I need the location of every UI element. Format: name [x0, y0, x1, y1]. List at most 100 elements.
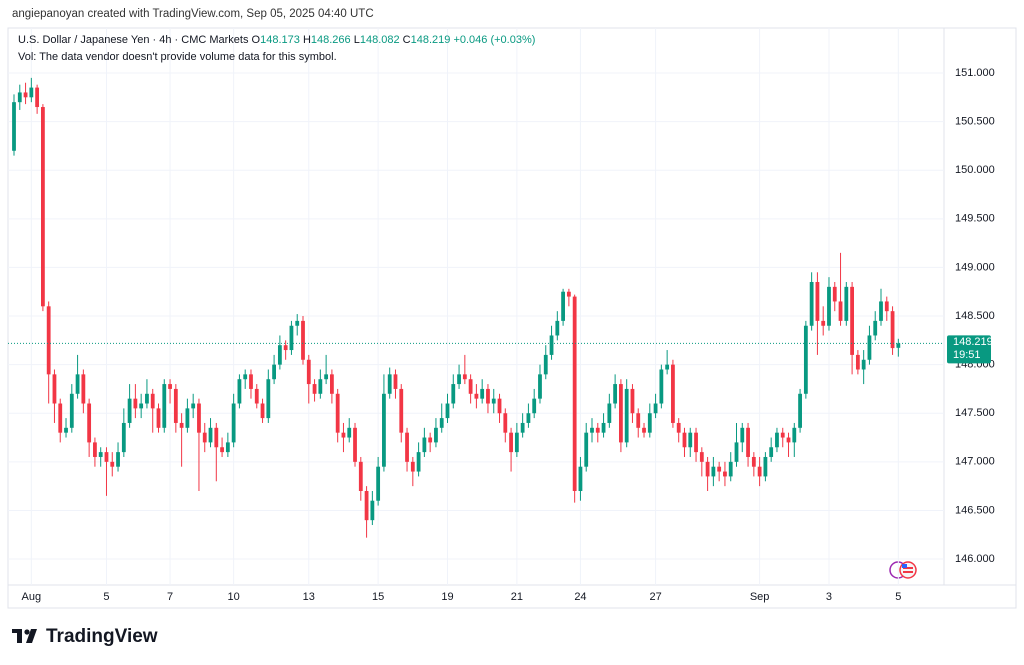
y-tick-label: 148.000 — [955, 359, 995, 371]
candle-body — [277, 345, 282, 365]
logo — [12, 629, 37, 643]
candle-body — [763, 456, 768, 477]
candle-body — [526, 413, 531, 423]
candle-body — [728, 461, 733, 477]
candle-body — [301, 320, 305, 360]
candle-body — [416, 452, 421, 472]
candle-body — [58, 403, 63, 433]
candle-body — [827, 286, 831, 326]
x-tick-label: 10 — [228, 591, 240, 603]
candle-body — [647, 413, 652, 433]
candle-body — [607, 403, 612, 423]
candle-body — [81, 374, 86, 404]
candle-body — [757, 466, 762, 477]
candle-body — [75, 374, 80, 394]
candle-body — [705, 461, 710, 477]
frame — [7, 27, 1017, 609]
candle-body — [699, 452, 704, 462]
candle-body — [272, 364, 276, 380]
candle-body — [671, 364, 675, 423]
candle-body — [376, 466, 381, 501]
candle-body — [601, 422, 606, 433]
candle-body — [341, 432, 346, 438]
candle-body — [474, 393, 479, 399]
candle-body — [717, 466, 722, 472]
candle-body — [792, 427, 797, 443]
candle-body — [803, 325, 808, 394]
x-tick-label: Aug — [22, 591, 42, 603]
candle-body — [491, 398, 496, 404]
candle-body — [266, 379, 271, 419]
y-tick-label: 149.000 — [955, 261, 995, 273]
candle-body — [809, 282, 814, 326]
candle-body — [422, 437, 427, 453]
candle-body — [156, 408, 161, 428]
candle-body — [815, 282, 820, 321]
candle-body — [879, 301, 883, 321]
brand: TradingView — [46, 626, 158, 647]
candle-body — [590, 427, 594, 433]
candle-body — [457, 374, 461, 385]
c-label: C — [402, 34, 411, 46]
candle-body — [850, 286, 854, 355]
candle-body — [514, 432, 519, 453]
y-tick-label: 147.000 — [955, 456, 995, 468]
candle-body — [630, 388, 635, 414]
candle-body — [480, 388, 485, 399]
candle-body — [98, 452, 103, 457]
candle-body — [595, 427, 600, 433]
candle-body — [642, 427, 646, 433]
candle-body — [462, 374, 467, 380]
y-tick-label: 146.000 — [955, 553, 995, 565]
candle-body — [665, 364, 670, 370]
candle-body — [786, 437, 791, 443]
candle-body — [35, 87, 40, 108]
y-tick-label: 150.500 — [955, 116, 995, 128]
candle-body — [497, 398, 502, 414]
candle-body — [254, 388, 259, 404]
candle-body — [555, 320, 560, 336]
candle-body — [168, 384, 172, 389]
candle-body — [64, 427, 68, 433]
candle-body — [624, 388, 629, 443]
candle-body — [370, 500, 375, 521]
h-value: 148.266 — [310, 34, 351, 46]
candle-body — [358, 461, 363, 492]
candle-body — [225, 442, 230, 453]
vol-note: Vol: The data vendor doesn't provide vol… — [18, 51, 337, 63]
candle-body — [150, 393, 155, 409]
candle-body — [445, 403, 450, 419]
candle-body — [243, 374, 248, 380]
candle-body — [12, 102, 16, 151]
l-value: 148.082 — [359, 34, 400, 46]
candle-body — [486, 388, 490, 404]
candle-body — [330, 374, 334, 394]
x-tick-label: 19 — [441, 591, 453, 603]
candle-body — [93, 442, 97, 457]
candle-body — [173, 388, 178, 423]
candle-body — [29, 87, 34, 98]
candle-body — [711, 466, 716, 477]
y-tick-label: 148.500 — [955, 310, 995, 322]
candle-body — [543, 354, 548, 375]
candle-body — [509, 432, 513, 453]
candle-body — [295, 320, 300, 326]
x-tick-label: 13 — [303, 591, 315, 603]
candle-body — [613, 384, 618, 404]
candle-body — [289, 325, 294, 351]
candle-body — [439, 418, 444, 428]
candle-body — [353, 427, 357, 462]
l-label: L — [353, 34, 360, 46]
y-tick-label: 147.500 — [955, 407, 995, 419]
candle-body — [121, 422, 126, 453]
c-value: 148.219 — [410, 34, 451, 46]
candle-body — [428, 437, 433, 443]
x-tick-label: 5 — [103, 591, 109, 603]
candle-body — [116, 452, 120, 467]
candle-body — [746, 427, 750, 457]
candle-body — [208, 427, 213, 443]
candle-body — [127, 398, 132, 423]
change: +0.046 (+0.03%) — [453, 34, 536, 46]
